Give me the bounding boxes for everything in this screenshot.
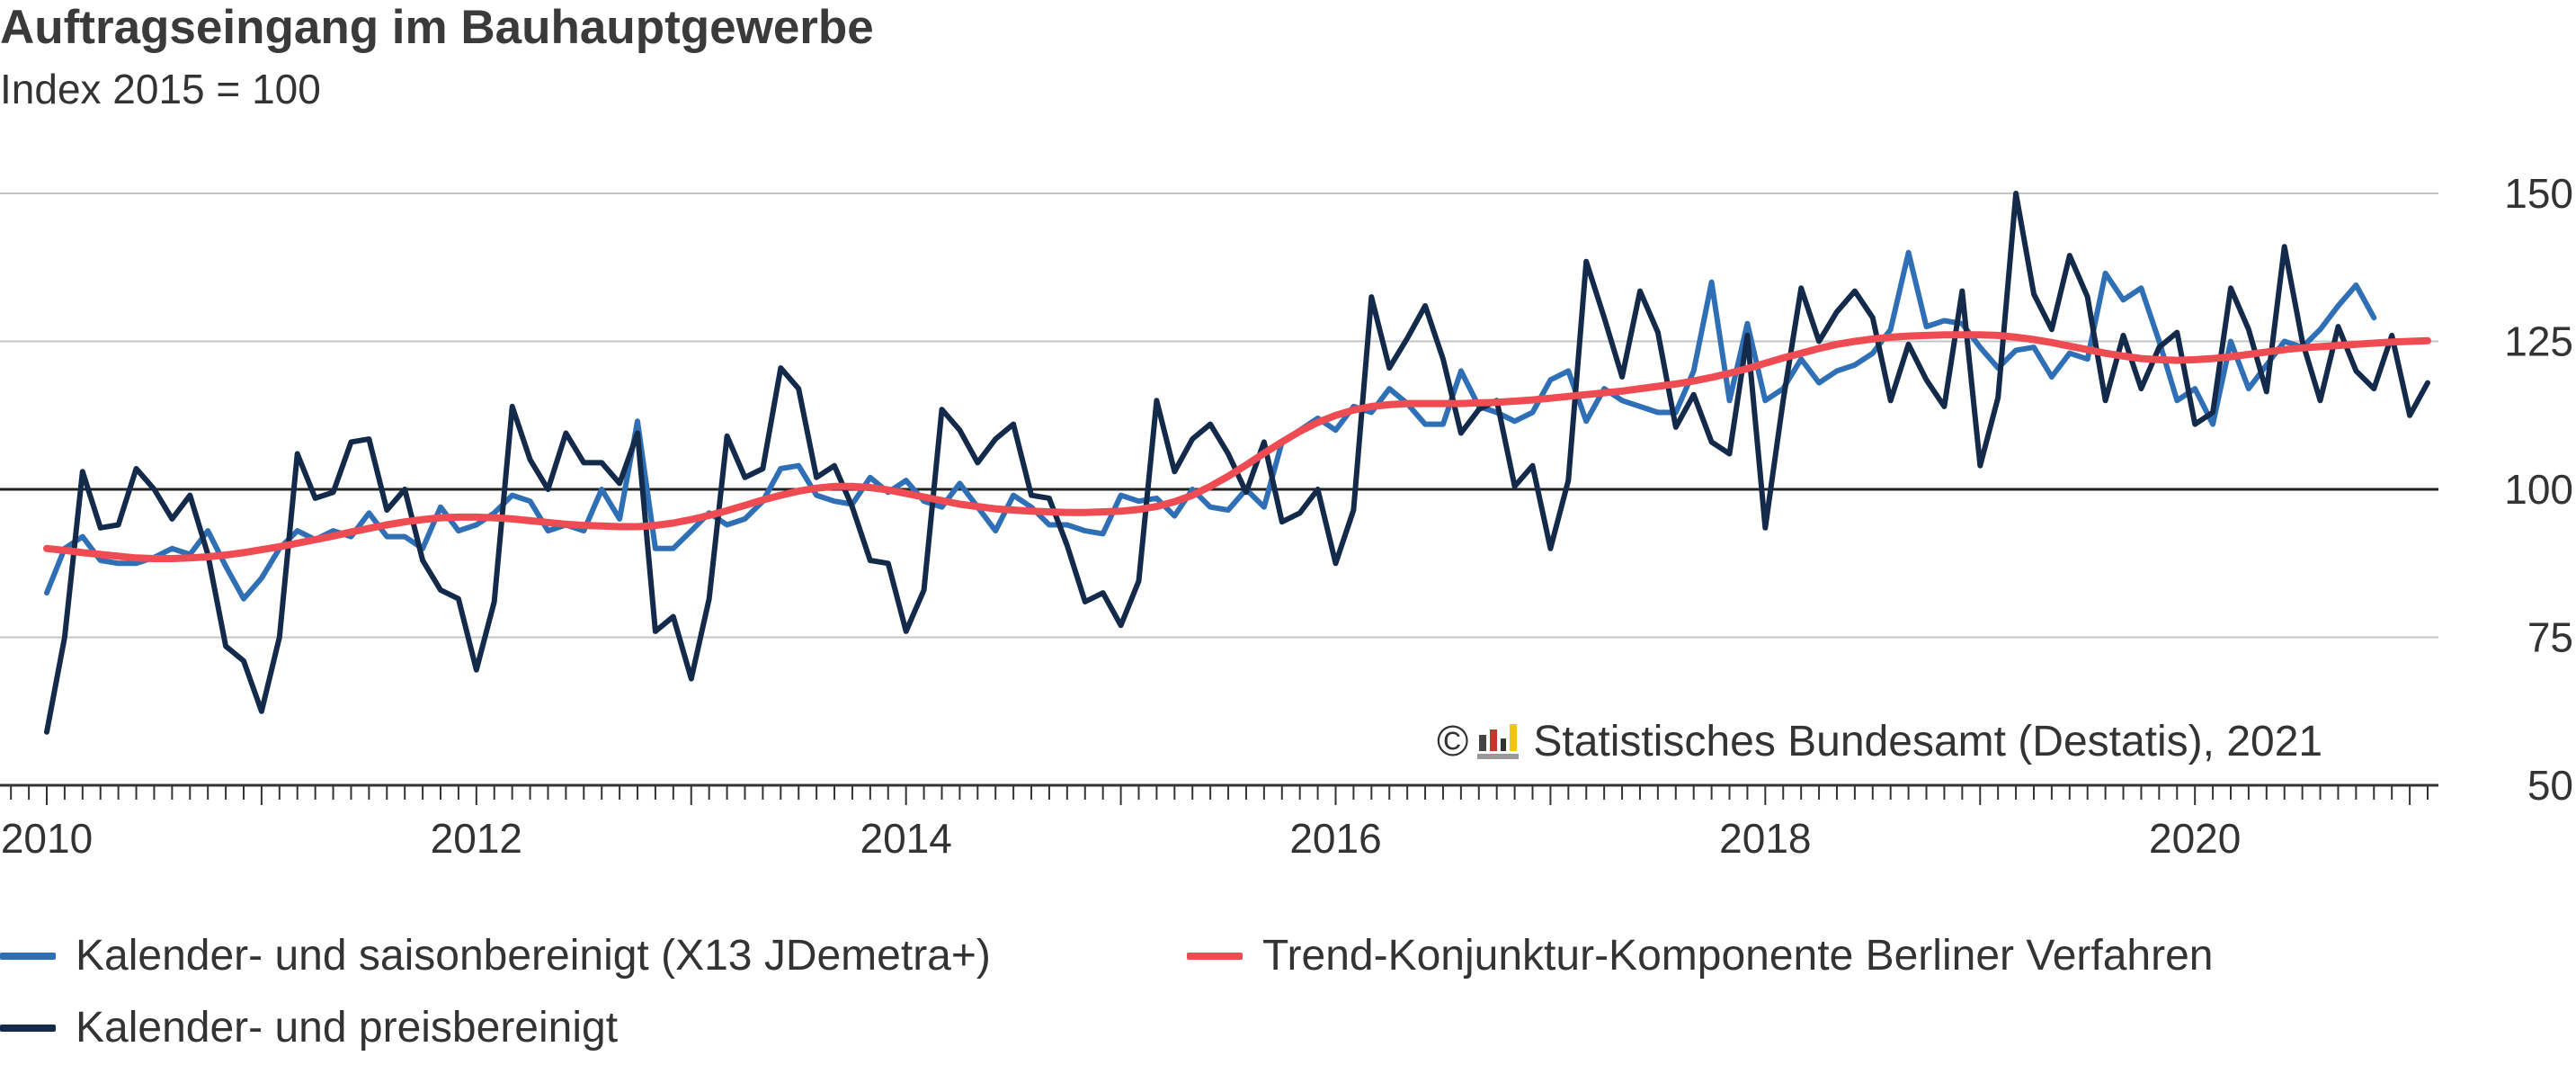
legend-label-price: Kalender- und preisbereinigt bbox=[76, 1004, 619, 1052]
legend-label-trend: Trend-Konjunktur-Komponente Berliner Ver… bbox=[1262, 932, 2214, 980]
y-tick-label-125: 125 bbox=[2504, 318, 2573, 365]
copyright-text: Statistisches Bundesamt (Destatis), 2021 bbox=[1533, 717, 2323, 765]
copyright-notice: © Statistisches Bundesamt (Destatis), 20… bbox=[1437, 712, 2322, 770]
legend-swatch-seasonal bbox=[0, 952, 56, 960]
legend-swatch-price bbox=[0, 1024, 56, 1032]
legend-swatch-trend bbox=[1187, 952, 1243, 960]
y-tick-label-150: 150 bbox=[2504, 170, 2573, 217]
y-tick-label-100: 100 bbox=[2504, 466, 2573, 513]
legend-item-trend: Trend-Konjunktur-Komponente Berliner Ver… bbox=[1187, 931, 2213, 980]
line-chart: 150 125 100 75 50 2010 2012 2014 2016 2018 2020 bbox=[0, 170, 2573, 862]
x-tick-label-2018: 2018 bbox=[1719, 815, 1811, 862]
x-tick-label-2020: 2020 bbox=[2149, 815, 2241, 862]
x-axis-month-ticks bbox=[10, 785, 2429, 805]
y-tick-label-75: 75 bbox=[2527, 614, 2573, 661]
x-tick-label-2012: 2012 bbox=[431, 815, 522, 862]
legend: Kalender- und saisonbereinigt (X13 JDeme… bbox=[0, 931, 2576, 1057]
chart-subtitle: Index 2015 = 100 bbox=[0, 66, 321, 112]
copyright-symbol: © bbox=[1437, 717, 1469, 765]
legend-label-seasonal: Kalender- und saisonbereinigt (X13 JDeme… bbox=[76, 932, 991, 980]
legend-item-seasonal: Kalender- und saisonbereinigt (X13 JDeme… bbox=[0, 931, 991, 980]
y-tick-label-50: 50 bbox=[2527, 762, 2573, 809]
x-axis-labels: 2010 2012 2014 2016 2018 2020 bbox=[1, 815, 2242, 862]
x-tick-label-2014: 2014 bbox=[860, 815, 951, 862]
x-tick-label-2010: 2010 bbox=[1, 815, 93, 862]
series-line-price bbox=[44, 191, 2430, 735]
legend-item-price: Kalender- und preisbereinigt bbox=[0, 1003, 618, 1052]
series-line-trend bbox=[43, 331, 2431, 562]
x-tick-label-2016: 2016 bbox=[1289, 815, 1381, 862]
chart-title: Auftragseingang im Bauhauptgewerbe bbox=[0, 1, 874, 54]
x-axis bbox=[0, 783, 2438, 805]
y-axis-labels: 150 125 100 75 50 bbox=[2504, 170, 2573, 809]
destatis-logo-icon bbox=[1477, 724, 1520, 759]
series-lines bbox=[43, 191, 2431, 735]
